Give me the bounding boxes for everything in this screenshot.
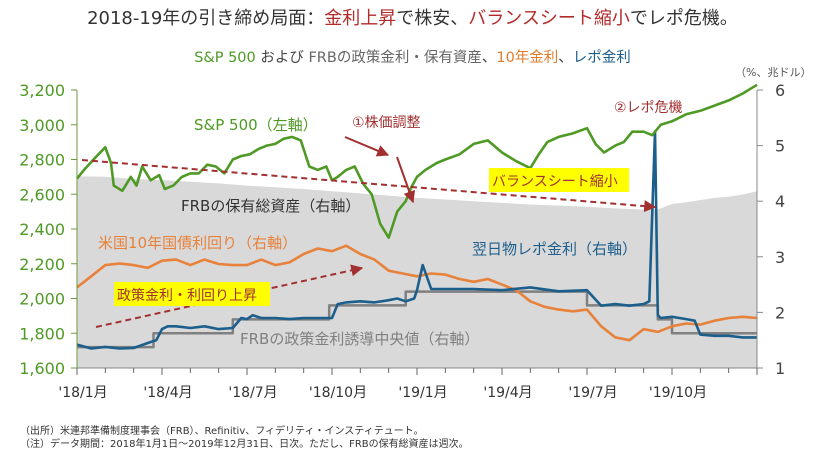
right-axis-tick-label: 2 bbox=[775, 303, 785, 322]
repo-label: 翌日物レポ金利（右軸） bbox=[472, 240, 637, 258]
title-part-1: 2018-19年の引き締め局面： bbox=[87, 8, 325, 29]
right-axis-tick-label: 1 bbox=[775, 359, 785, 378]
chart-title: 2018-19年の引き締め局面：金利上昇で株安、バランスシート縮小でレポ危機。 bbox=[0, 4, 825, 30]
x-axis-tick-label: '19/1月 bbox=[398, 385, 447, 401]
balance-sheet-label: FRBの保有総資産（右軸） bbox=[181, 197, 360, 215]
left-axis-tick-label: 3,200 bbox=[19, 81, 65, 100]
left-axis-tick-label: 1,800 bbox=[19, 324, 65, 343]
x-axis-tick-label: '18/1月 bbox=[58, 385, 107, 401]
right-axis-tick-label: 6 bbox=[775, 81, 785, 100]
fed-funds-label: FRBの政策金利誘導中央値（右軸） bbox=[240, 330, 479, 348]
annotations-group: S&P 500（左軸） ①株価調整 ②レポ危機 FRBの保有総資産（右軸） バラ… bbox=[81, 100, 683, 348]
rate-rise-highlight bbox=[114, 282, 270, 306]
event1-label: ①株価調整 bbox=[352, 115, 421, 131]
subtitle-10y: 10年金利 bbox=[496, 50, 559, 66]
event1-arrow-b bbox=[396, 156, 416, 204]
x-axis-tick-label: '19/10月 bbox=[649, 385, 707, 401]
x-axis-tick-label: '18/4月 bbox=[143, 385, 192, 401]
left-axis-tick-label: 2,400 bbox=[19, 220, 65, 239]
notes: （出所）米連邦準備制度理事会（FRB）、Refinitiv、フィデリティ・インス… bbox=[20, 425, 469, 451]
balance-sheet-shrink-arrow bbox=[81, 159, 657, 213]
subtitle-sp500: S&P 500 bbox=[194, 50, 256, 66]
rate-rise-arrow bbox=[95, 264, 364, 328]
fed-funds-step-line bbox=[77, 290, 757, 349]
left-axis-tick-label: 3,000 bbox=[19, 116, 65, 135]
event1-arrow-a bbox=[344, 136, 390, 157]
right-axis-tick-label: 5 bbox=[775, 137, 785, 156]
left-axis-tick-label: 2,200 bbox=[19, 255, 65, 274]
bs-shrink-label: バランスシート縮小 bbox=[492, 174, 618, 190]
rate-rise-label: 政策金利・利回り上昇 bbox=[117, 287, 257, 304]
title-part-5: でレポ危機。 bbox=[629, 8, 738, 29]
balance-sheet-shrink-highlight bbox=[489, 168, 629, 192]
repo-rate-line bbox=[76, 130, 757, 350]
event2-label: ②レポ危機 bbox=[614, 100, 683, 116]
title-highlight-rates: 金利上昇 bbox=[324, 8, 397, 29]
x-axis-tick-label: '18/7月 bbox=[228, 385, 277, 401]
left-axis-tick-label: 2,800 bbox=[19, 151, 65, 170]
source-note: （出所）米連邦準備制度理事会（FRB）、Refinitiv、フィデリティ・インス… bbox=[20, 426, 424, 437]
x-axis-tick-label: '18/10月 bbox=[309, 385, 367, 401]
sp500-label: S&P 500（左軸） bbox=[194, 116, 318, 134]
axes-group: 1,600 1,800 2,000 2,200 2,400 2,600 2,800 3,000… bbox=[19, 81, 785, 401]
chart-subtitle: S&P 500 および FRBの政策金利・保有資産、10年金利、レポ金利 bbox=[0, 46, 825, 67]
period-note: （注）データ期間：2018年1月1日～2019年12月31日、日次。ただし、FR… bbox=[20, 439, 469, 450]
right-axis-unit: （%、兆ドル） bbox=[735, 66, 812, 79]
x-axis-tick-label: '19/7月 bbox=[568, 385, 617, 401]
title-highlight-balance-sheet: バランスシート縮小 bbox=[468, 8, 630, 29]
subtitle-sep: 、 bbox=[558, 50, 573, 66]
treasury10y-label: 米国10年国債利回り（右軸） bbox=[98, 234, 297, 252]
subtitle-repo: レポ金利 bbox=[572, 50, 631, 66]
treasury10y-line bbox=[76, 244, 758, 342]
right-axis-tick-label: 4 bbox=[775, 192, 785, 211]
left-axis-tick-label: 1,600 bbox=[19, 359, 65, 378]
subtitle-frb: FRBの政策金利・保有資産 bbox=[308, 50, 482, 66]
left-axis-tick-label: 2,600 bbox=[19, 185, 65, 204]
subtitle-and: および bbox=[255, 50, 309, 66]
title-part-3: で株安、 bbox=[396, 8, 469, 29]
x-axis-tick-label: '19/4月 bbox=[483, 385, 532, 401]
subtitle-sep: 、 bbox=[481, 50, 497, 66]
left-axis-tick-label: 2,000 bbox=[19, 290, 65, 309]
right-axis-tick-label: 3 bbox=[775, 248, 785, 267]
